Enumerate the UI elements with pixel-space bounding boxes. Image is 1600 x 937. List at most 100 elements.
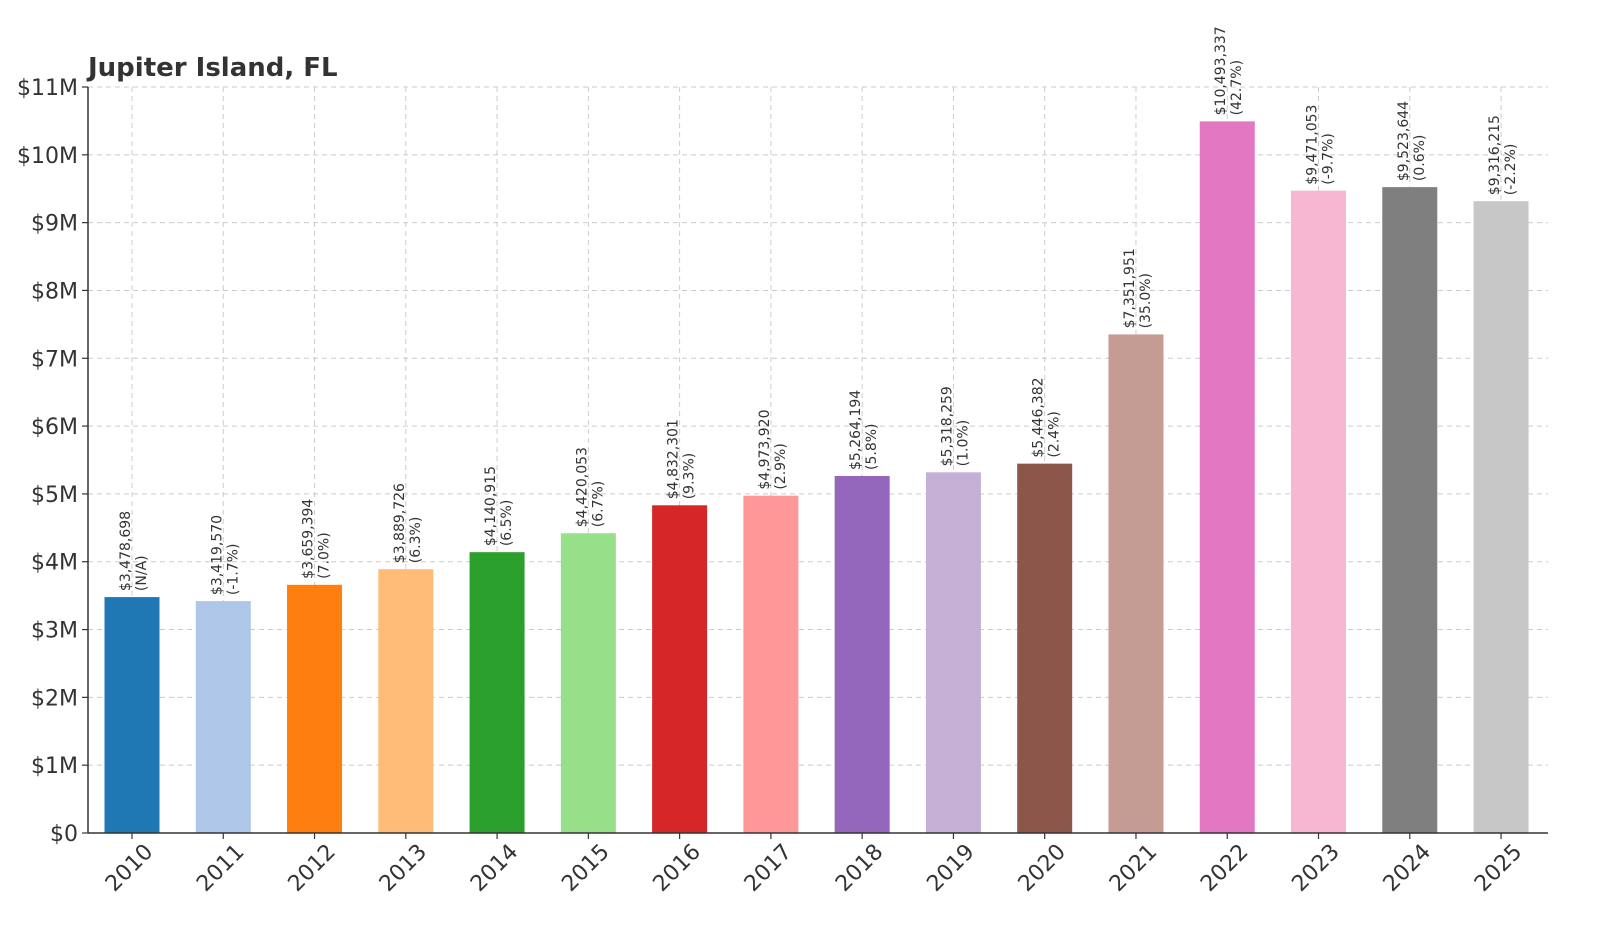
bar-2010 xyxy=(104,597,160,833)
bar-2019 xyxy=(925,472,981,833)
bar-2016 xyxy=(652,505,708,833)
bar-change-label: (-1.7%) xyxy=(225,544,241,596)
bar-value-label: $3,889,726 xyxy=(392,483,408,563)
x-tick-label: 2015 xyxy=(557,840,614,897)
bar-change-label: (42.7%) xyxy=(1229,60,1245,115)
x-tick-label: 2023 xyxy=(1287,840,1344,897)
bar-2017 xyxy=(743,495,799,833)
bar-change-label: (-2.2%) xyxy=(1503,144,1519,196)
bars xyxy=(104,121,1529,834)
bar-value-label: $10,493,337 xyxy=(1213,26,1229,115)
bar-label-2025: $9,316,215 (-2.2%) xyxy=(1487,115,1519,195)
x-tick-label: 2011 xyxy=(192,840,249,897)
x-tick-label: 2017 xyxy=(740,840,797,897)
bar-change-label: (6.5%) xyxy=(499,500,515,547)
bar-value-label: $9,471,053 xyxy=(1305,105,1321,185)
bar-value-label: $4,973,920 xyxy=(757,410,773,490)
y-tick-label: $8M xyxy=(31,279,78,304)
y-tick-label: $1M xyxy=(31,754,78,779)
bar-labels: $3,478,698 (N/A) $3,419,570 (-1.7%) $3,659,3… xyxy=(118,26,1519,595)
bar-label-2014: $4,140,915 (6.5%) xyxy=(483,466,515,546)
x-tick-label: 2010 xyxy=(101,840,158,897)
bar-change-label: (-9.7%) xyxy=(1321,133,1337,185)
bar-value-label: $3,659,394 xyxy=(301,499,317,579)
bar-2020 xyxy=(1017,463,1073,833)
x-tick-label: 2016 xyxy=(649,840,706,897)
bar-change-label: (2.4%) xyxy=(1047,411,1063,458)
bar-change-label: (6.3%) xyxy=(408,517,424,564)
y-tick-label: $9M xyxy=(31,212,78,237)
bar-change-label: (35.0%) xyxy=(1138,273,1154,328)
bar-2018 xyxy=(834,475,890,833)
x-tick-label: 2012 xyxy=(284,840,341,897)
x-tick-label: 2014 xyxy=(466,840,523,897)
chart-title: Jupiter Island, FL xyxy=(86,53,338,83)
bar-label-2021: $7,351,951 (35.0%) xyxy=(1122,248,1154,328)
bar-label-2011: $3,419,570 (-1.7%) xyxy=(209,515,241,595)
bar-2021 xyxy=(1108,334,1164,833)
bar-value-label: $5,318,259 xyxy=(939,386,955,466)
y-tick-label: $0 xyxy=(50,822,78,847)
bar-2024 xyxy=(1382,187,1438,833)
y-tick-label: $7M xyxy=(31,347,78,372)
bar-label-2019: $5,318,259 (1.0%) xyxy=(939,386,971,466)
bar-2023 xyxy=(1291,190,1347,833)
bar-2022 xyxy=(1199,121,1255,833)
bar-label-2020: $5,446,382 (2.4%) xyxy=(1031,377,1063,457)
bar-2025 xyxy=(1473,201,1529,834)
x-tick-label: 2018 xyxy=(831,840,888,897)
bar-value-label: $4,832,301 xyxy=(666,419,682,499)
bar-change-label: (6.7%) xyxy=(590,481,606,528)
y-tick-label: $3M xyxy=(31,619,78,644)
bar-label-2023: $9,471,053 (-9.7%) xyxy=(1305,105,1337,185)
y-tick-label: $6M xyxy=(31,415,78,440)
x-axis-ticks: 2010 2011 2012 2013 2014 2015 2016 2017 2018 2019… xyxy=(101,833,1527,897)
bar-label-2024: $9,523,644 (0.6%) xyxy=(1396,101,1428,181)
bar-2014 xyxy=(469,552,525,833)
bar-2015 xyxy=(560,533,616,833)
y-tick-label: $5M xyxy=(31,483,78,508)
bar-label-2015: $4,420,053 (6.7%) xyxy=(574,447,606,527)
x-tick-label: 2025 xyxy=(1470,840,1527,897)
bar-label-2010: $3,478,698 (N/A) xyxy=(118,511,150,591)
bar-value-label: $4,420,053 xyxy=(574,447,590,527)
bar-label-2017: $4,973,920 (2.9%) xyxy=(757,410,789,490)
x-tick-label: 2024 xyxy=(1379,840,1436,897)
bar-change-label: (9.3%) xyxy=(682,453,698,500)
y-tick-label: $10M xyxy=(17,144,78,169)
bar-label-2013: $3,889,726 (6.3%) xyxy=(392,483,424,563)
bar-2013 xyxy=(378,569,434,833)
y-tick-label: $11M xyxy=(17,76,78,101)
x-tick-label: 2013 xyxy=(375,840,432,897)
y-tick-label: $4M xyxy=(31,551,78,576)
bar-value-label: $5,446,382 xyxy=(1031,377,1047,457)
x-tick-label: 2020 xyxy=(1014,840,1071,897)
bar-value-label: $5,264,194 xyxy=(848,390,864,470)
bar-value-label: $9,523,644 xyxy=(1396,101,1412,181)
bar-label-2012: $3,659,394 (7.0%) xyxy=(301,499,333,579)
bar-change-label: (5.8%) xyxy=(864,423,880,470)
y-tick-label: $2M xyxy=(31,686,78,711)
axes xyxy=(87,87,1548,834)
bar-value-label: $3,419,570 xyxy=(209,515,225,595)
bar-label-2016: $4,832,301 (9.3%) xyxy=(666,419,698,499)
bar-value-label: $7,351,951 xyxy=(1122,248,1138,328)
bar-change-label: (1.0%) xyxy=(955,420,971,467)
x-tick-label: 2022 xyxy=(1196,840,1253,897)
bar-2011 xyxy=(195,601,251,833)
bar-change-label: (7.0%) xyxy=(317,532,333,579)
bar-change-label: (N/A) xyxy=(134,555,150,591)
bar-value-label: $9,316,215 xyxy=(1487,115,1503,195)
bar-change-label: (2.9%) xyxy=(773,443,789,490)
x-tick-label: 2021 xyxy=(1105,840,1162,897)
bar-2012 xyxy=(287,584,343,833)
y-axis-ticks: $0 $1M $2M $3M $4M $5M $6M $7M $8M $9M $10M $11M xyxy=(17,76,88,847)
bar-change-label: (0.6%) xyxy=(1412,135,1428,182)
bar-label-2022: $10,493,337 (42.7%) xyxy=(1213,26,1245,115)
bar-label-2018: $5,264,194 (5.8%) xyxy=(848,390,880,470)
x-tick-label: 2019 xyxy=(922,840,979,897)
bar-value-label: $4,140,915 xyxy=(483,466,499,546)
bar-value-label: $3,478,698 xyxy=(118,511,134,591)
